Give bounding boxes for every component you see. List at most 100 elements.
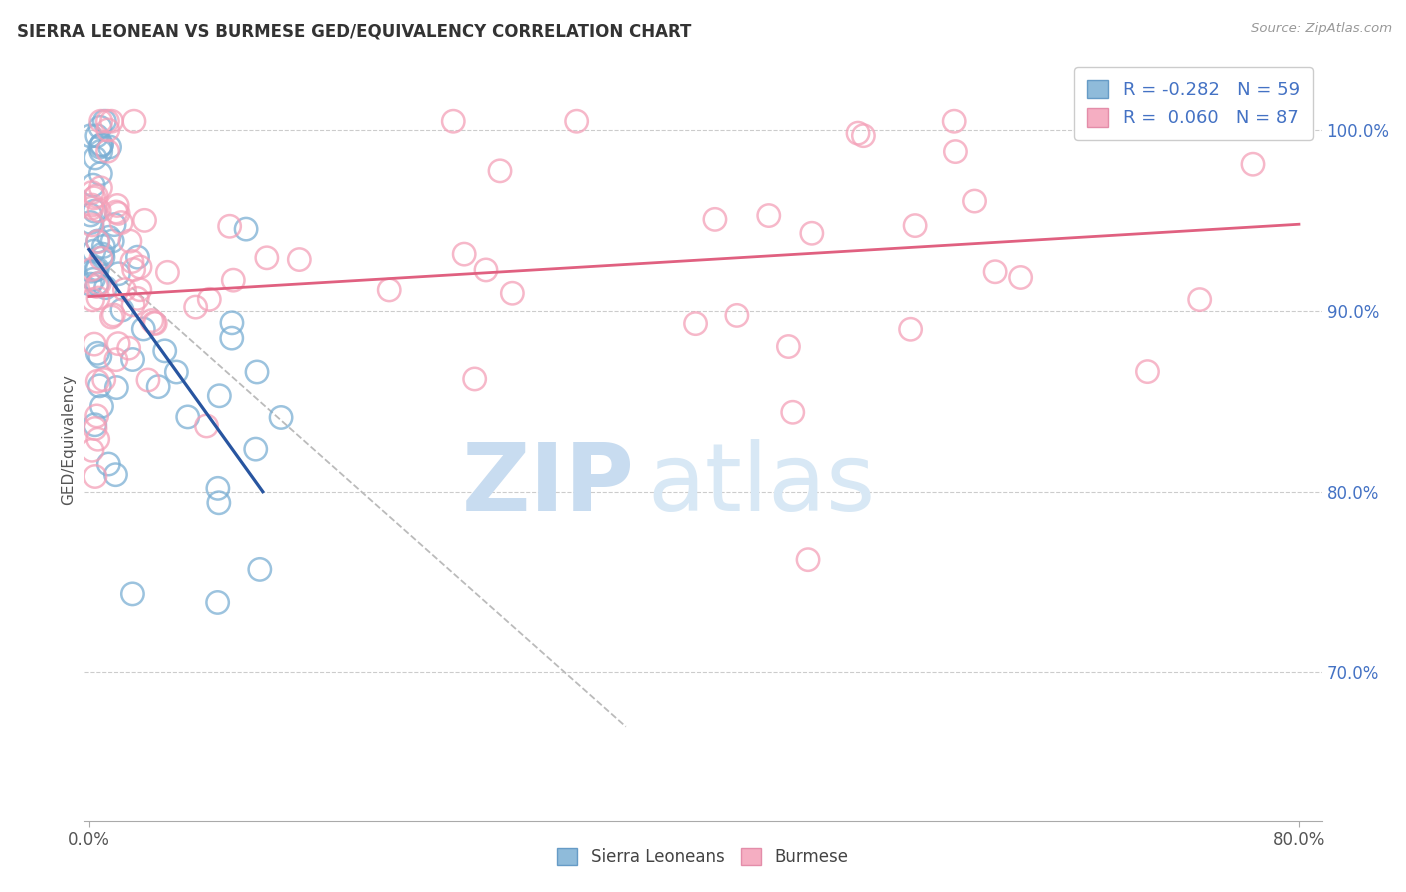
Point — [900, 322, 922, 336]
Point — [143, 317, 166, 331]
Point — [86, 374, 108, 388]
Point — [246, 365, 269, 379]
Point — [142, 316, 165, 330]
Point — [846, 126, 869, 140]
Point — [79, 208, 101, 222]
Point — [98, 230, 121, 244]
Point — [90, 114, 112, 128]
Point — [86, 409, 108, 423]
Point — [725, 309, 748, 323]
Point — [90, 252, 112, 266]
Point — [208, 389, 231, 403]
Point — [80, 262, 103, 277]
Point — [122, 298, 145, 312]
Point — [97, 144, 120, 158]
Point — [122, 262, 145, 277]
Legend: Sierra Leoneans, Burmese: Sierra Leoneans, Burmese — [550, 840, 856, 875]
Point — [96, 114, 118, 128]
Point — [758, 209, 780, 223]
Point — [90, 400, 112, 414]
Point — [121, 254, 143, 268]
Point — [94, 280, 117, 294]
Point — [117, 341, 139, 355]
Point — [112, 283, 135, 297]
Point — [963, 194, 986, 208]
Point — [89, 167, 111, 181]
Point — [91, 239, 114, 253]
Point — [1188, 293, 1211, 307]
Point — [89, 277, 111, 291]
Point — [89, 181, 111, 195]
Text: Source: ZipAtlas.com: Source: ZipAtlas.com — [1251, 22, 1392, 36]
Point — [288, 252, 311, 267]
Point — [80, 201, 103, 215]
Point — [184, 300, 207, 314]
Point — [86, 128, 108, 143]
Point — [852, 128, 875, 143]
Y-axis label: GED/Equivalency: GED/Equivalency — [60, 374, 76, 505]
Point — [221, 316, 243, 330]
Point — [121, 352, 143, 367]
Point — [82, 293, 104, 307]
Point — [984, 265, 1007, 279]
Legend: R = -0.282   N = 59, R =  0.060   N = 87: R = -0.282 N = 59, R = 0.060 N = 87 — [1074, 67, 1313, 140]
Point — [489, 164, 512, 178]
Point — [1241, 157, 1264, 171]
Point — [132, 322, 155, 336]
Point — [105, 198, 128, 212]
Point — [195, 419, 218, 434]
Point — [79, 277, 101, 292]
Point — [256, 251, 278, 265]
Point — [378, 283, 401, 297]
Point — [945, 145, 967, 159]
Point — [441, 114, 464, 128]
Point — [107, 206, 129, 220]
Point — [121, 587, 143, 601]
Point — [79, 215, 101, 229]
Point — [127, 291, 149, 305]
Point — [129, 260, 152, 274]
Point — [782, 405, 804, 419]
Point — [134, 213, 156, 227]
Point — [141, 313, 163, 327]
Point — [83, 191, 105, 205]
Point — [105, 380, 128, 394]
Point — [89, 203, 111, 218]
Point — [93, 373, 115, 387]
Point — [221, 331, 243, 345]
Point — [84, 151, 107, 165]
Point — [778, 339, 800, 353]
Point — [83, 469, 105, 483]
Point — [685, 317, 707, 331]
Point — [90, 137, 112, 152]
Point — [475, 263, 498, 277]
Point — [453, 247, 475, 261]
Point — [86, 261, 108, 276]
Point — [136, 373, 159, 387]
Point — [80, 218, 103, 232]
Point — [89, 140, 111, 154]
Text: ZIP: ZIP — [463, 439, 636, 531]
Point — [703, 212, 725, 227]
Point — [270, 410, 292, 425]
Point — [122, 114, 145, 128]
Point — [89, 120, 111, 135]
Point — [501, 286, 523, 301]
Point — [1010, 270, 1032, 285]
Point — [100, 310, 122, 324]
Point — [97, 457, 120, 471]
Point — [104, 467, 127, 482]
Point — [107, 267, 129, 281]
Point — [207, 481, 229, 495]
Point — [156, 265, 179, 279]
Point — [110, 216, 132, 230]
Point — [797, 552, 820, 566]
Point — [84, 263, 107, 277]
Point — [103, 218, 125, 232]
Point — [90, 145, 112, 159]
Point — [800, 227, 823, 241]
Point — [103, 308, 125, 322]
Point — [89, 379, 111, 393]
Point — [86, 346, 108, 360]
Point — [208, 496, 231, 510]
